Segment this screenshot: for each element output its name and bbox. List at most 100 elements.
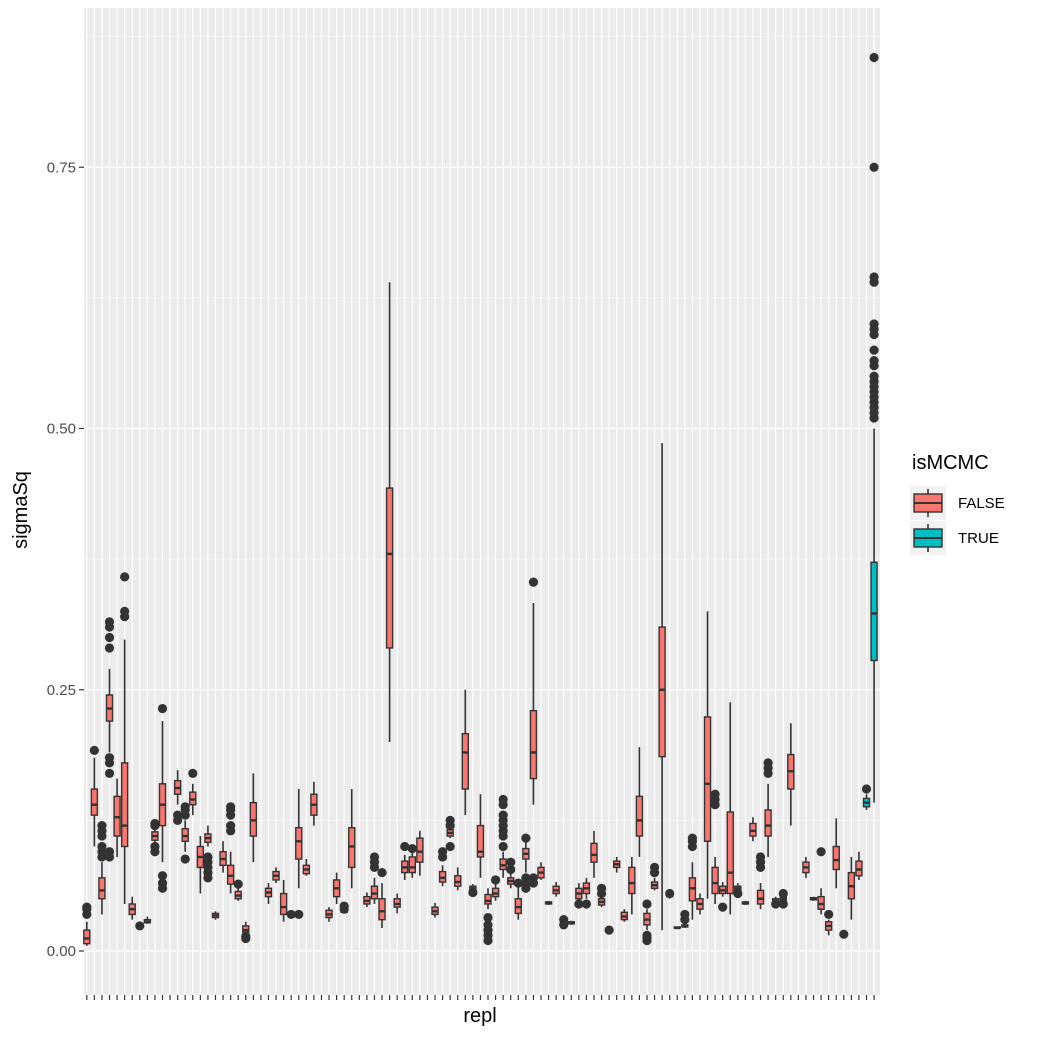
box-90 <box>755 852 766 910</box>
box-104 <box>861 784 872 810</box>
box-96 <box>802 856 810 878</box>
box-rect <box>529 709 538 780</box>
legend-entry-false: FALSE <box>910 486 1005 520</box>
box-100 <box>832 818 840 889</box>
outlier-point <box>89 745 99 755</box>
box-51 <box>461 689 469 816</box>
box-86 <box>726 702 734 915</box>
box-43 <box>400 841 410 880</box>
outlier-point <box>157 703 168 714</box>
outlier-point <box>869 162 879 172</box>
box-48 <box>437 847 448 887</box>
outlier-point <box>445 815 455 825</box>
outlier-point <box>869 355 879 366</box>
box-rect <box>120 762 129 848</box>
box-99 <box>824 909 834 936</box>
box-54 <box>483 888 493 946</box>
outlier-point <box>506 857 516 867</box>
outlier-point <box>369 852 380 862</box>
box-15 <box>188 768 198 816</box>
outlier-point <box>468 887 478 898</box>
box-94 <box>787 723 795 826</box>
box-13 <box>173 770 183 825</box>
outlier-point <box>581 899 592 909</box>
outlier-point <box>687 833 698 843</box>
box-36 <box>348 789 356 889</box>
box-rect <box>726 811 734 895</box>
box-33 <box>325 907 333 922</box>
outlier-point <box>104 847 115 857</box>
outlier-point <box>157 878 168 888</box>
box-rect <box>461 732 469 790</box>
outlier-point <box>869 52 879 63</box>
box-9 <box>143 916 152 924</box>
outlier-point <box>718 902 728 912</box>
box-26 <box>272 867 280 884</box>
outlier-point <box>755 852 766 862</box>
box-62 <box>544 900 553 906</box>
box-rect <box>408 856 417 874</box>
box-19 <box>219 841 227 873</box>
box-rect <box>476 824 485 858</box>
outlier-point <box>513 878 523 888</box>
box-103 <box>855 851 863 880</box>
outlier-point <box>150 841 160 852</box>
outlier-point <box>97 841 107 852</box>
outlier-point <box>680 909 690 920</box>
box-101 <box>839 929 849 939</box>
box-22 <box>241 921 251 944</box>
box-25 <box>264 883 273 904</box>
box-rect <box>756 889 765 905</box>
box-rect <box>90 788 99 816</box>
box-rect <box>295 826 303 860</box>
box-57 <box>506 857 516 889</box>
box-rect <box>635 795 644 837</box>
box-69 <box>596 883 607 908</box>
box-79 <box>673 926 681 930</box>
box-44 <box>407 843 417 878</box>
box-87 <box>733 883 743 899</box>
box-77 <box>658 443 666 931</box>
outlier-point <box>173 810 183 820</box>
y-axis-title: sigmaSq <box>10 471 32 549</box>
box-29 <box>294 789 304 920</box>
outlier-point <box>521 873 531 883</box>
box-rect <box>83 929 91 945</box>
outlier-point <box>339 901 349 911</box>
box-85 <box>718 882 728 912</box>
outlier-point <box>869 272 879 282</box>
box-81 <box>687 833 698 920</box>
outlier-point <box>528 577 539 587</box>
box-47 <box>431 902 439 918</box>
box-rect <box>590 842 598 863</box>
box-rect <box>416 837 424 863</box>
outlier-point <box>445 841 455 852</box>
box-rect <box>832 845 840 871</box>
box-27 <box>279 879 288 922</box>
y-tick-label: 0.75 <box>47 159 76 176</box>
box-66 <box>574 883 584 909</box>
outlier-point <box>498 794 508 805</box>
box-72 <box>620 909 628 922</box>
outlier-point <box>120 606 130 616</box>
box-82 <box>696 893 704 915</box>
box-38 <box>363 892 371 908</box>
box-52 <box>468 884 478 898</box>
box-56 <box>498 794 508 878</box>
box-53 <box>476 794 485 878</box>
box-20 <box>226 802 236 894</box>
outlier-point <box>104 768 115 778</box>
box-rect <box>658 626 666 758</box>
outlier-point <box>233 879 243 889</box>
outlier-point <box>521 833 531 843</box>
outlier-point <box>771 899 781 909</box>
x-axis-title: repl <box>463 1005 496 1027</box>
box-series <box>82 52 879 946</box>
outlier-point <box>710 789 720 799</box>
box-rect <box>98 877 106 900</box>
outlier-point <box>150 818 160 829</box>
box-10 <box>150 818 160 857</box>
outlier-point <box>665 888 675 899</box>
outlier-point <box>294 909 304 920</box>
outlier-point <box>778 888 788 899</box>
